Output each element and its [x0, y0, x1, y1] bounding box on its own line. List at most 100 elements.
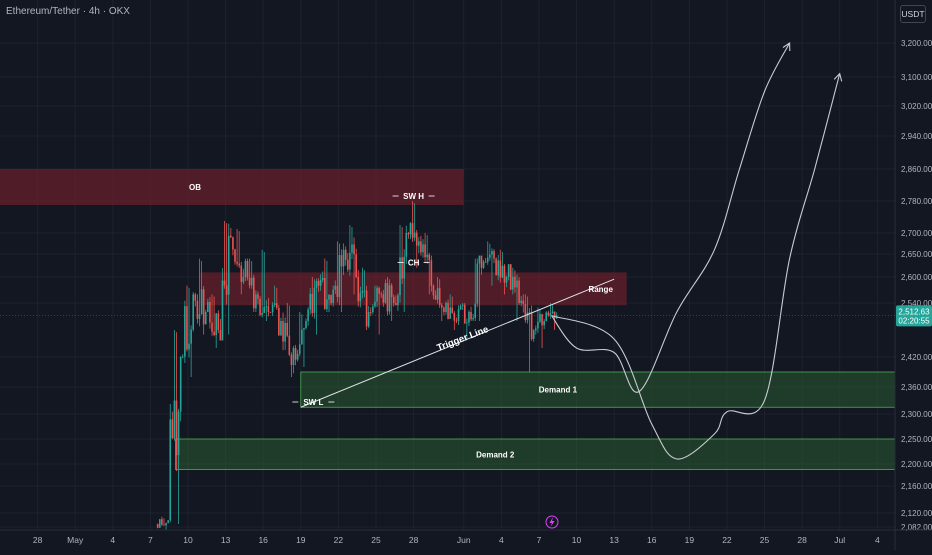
candle-body	[412, 223, 414, 237]
candle-body	[295, 348, 297, 360]
candle-body	[418, 241, 420, 245]
candle-body	[464, 305, 466, 323]
y-tick-label: 2,420.00	[901, 353, 932, 362]
candle-body	[167, 520, 169, 523]
candle-body	[531, 312, 533, 339]
candle-body	[186, 306, 188, 349]
candle-body	[504, 266, 506, 283]
x-tick-label: 10	[183, 535, 193, 545]
candle-body	[334, 286, 336, 290]
candle-body	[318, 281, 320, 286]
candle-body	[405, 233, 407, 257]
zone-label-demand-2: Demand 2	[476, 450, 515, 459]
candle-body	[347, 260, 349, 270]
candle-body	[495, 259, 497, 276]
candle-body	[303, 328, 305, 330]
zones	[0, 169, 895, 470]
candle-body	[224, 281, 226, 286]
candle-body	[374, 302, 376, 307]
candle-body	[211, 322, 213, 331]
candle-body	[213, 332, 215, 335]
candle-body	[270, 312, 272, 313]
last-price-countdown: 02:20:55	[898, 316, 930, 325]
candle-body	[195, 294, 197, 300]
x-tick-label: 4	[875, 535, 880, 545]
annotation-trigger-line: Trigger Line	[435, 324, 490, 354]
candle-body	[163, 525, 165, 526]
candle-body	[161, 519, 163, 524]
candle-body	[518, 281, 520, 303]
candle-body	[268, 306, 270, 312]
candle-body	[533, 330, 535, 339]
candle-body	[257, 294, 259, 298]
symbol-title[interactable]: Ethereum/Tether · 4h · OKX	[6, 6, 130, 17]
candle-body	[481, 256, 483, 268]
candle-body	[222, 281, 224, 341]
candle-body	[479, 256, 481, 264]
candle-body	[172, 419, 174, 438]
candle-body	[343, 250, 345, 267]
candle-body	[541, 314, 543, 325]
candle-body	[255, 294, 257, 308]
x-tick-label: 10	[572, 535, 582, 545]
candle-body	[249, 278, 251, 285]
candle-body	[428, 255, 430, 261]
candle-body	[228, 236, 230, 295]
candle-body	[311, 294, 313, 313]
annotation-sw-l: SW L	[303, 398, 323, 407]
x-tick-label: 19	[296, 535, 306, 545]
candle-body	[378, 288, 380, 294]
candle-body	[372, 306, 374, 312]
candle-body	[192, 294, 194, 329]
candle-body	[251, 278, 253, 286]
candle-body	[209, 302, 211, 322]
candle-body	[307, 309, 309, 321]
candle-body	[474, 304, 476, 318]
candle-body	[525, 304, 527, 320]
candle-body	[470, 312, 472, 319]
candle-body	[305, 321, 307, 328]
x-tick-label: 25	[371, 535, 381, 545]
candle-body	[215, 313, 217, 335]
candle-body	[245, 261, 247, 277]
candle-body	[493, 251, 495, 258]
candle-body	[399, 257, 401, 295]
candle-body	[236, 262, 238, 264]
candle-body	[441, 305, 443, 307]
candle-body	[380, 294, 382, 295]
candle-body	[169, 419, 171, 520]
x-tick-label: 7	[148, 535, 153, 545]
candle-body	[341, 255, 343, 266]
candle-body	[197, 301, 199, 319]
candle-body	[299, 344, 301, 354]
candle-body	[157, 524, 159, 528]
candle-body	[472, 318, 474, 319]
candle-body	[508, 264, 510, 277]
candle-body	[190, 330, 192, 344]
candle-body	[443, 308, 445, 312]
candle-body	[226, 285, 228, 294]
candle-body	[439, 288, 441, 305]
candle-body	[326, 300, 328, 310]
currency-button[interactable]: USDT	[900, 5, 926, 23]
last-price-label: 2,512.63	[898, 307, 930, 316]
x-tick-label: 19	[685, 535, 695, 545]
candle-body	[362, 291, 364, 293]
y-tick-label: 2,120.00	[901, 509, 932, 518]
candle-body	[165, 523, 167, 525]
candle-body	[205, 312, 207, 324]
candle-body	[366, 291, 368, 327]
candle-body	[376, 288, 378, 302]
x-tick-label: 16	[258, 535, 268, 545]
zone-label-ob: OB	[189, 183, 201, 192]
candle-body	[278, 308, 280, 336]
candle-body	[401, 257, 403, 278]
candle-body	[548, 313, 550, 316]
y-tick-label: 3,100.00	[901, 73, 932, 82]
candle-body	[259, 299, 261, 315]
y-tick-label: 2,650.00	[901, 250, 932, 259]
candle-body	[510, 264, 512, 289]
x-tick-label: Jun	[457, 535, 471, 545]
